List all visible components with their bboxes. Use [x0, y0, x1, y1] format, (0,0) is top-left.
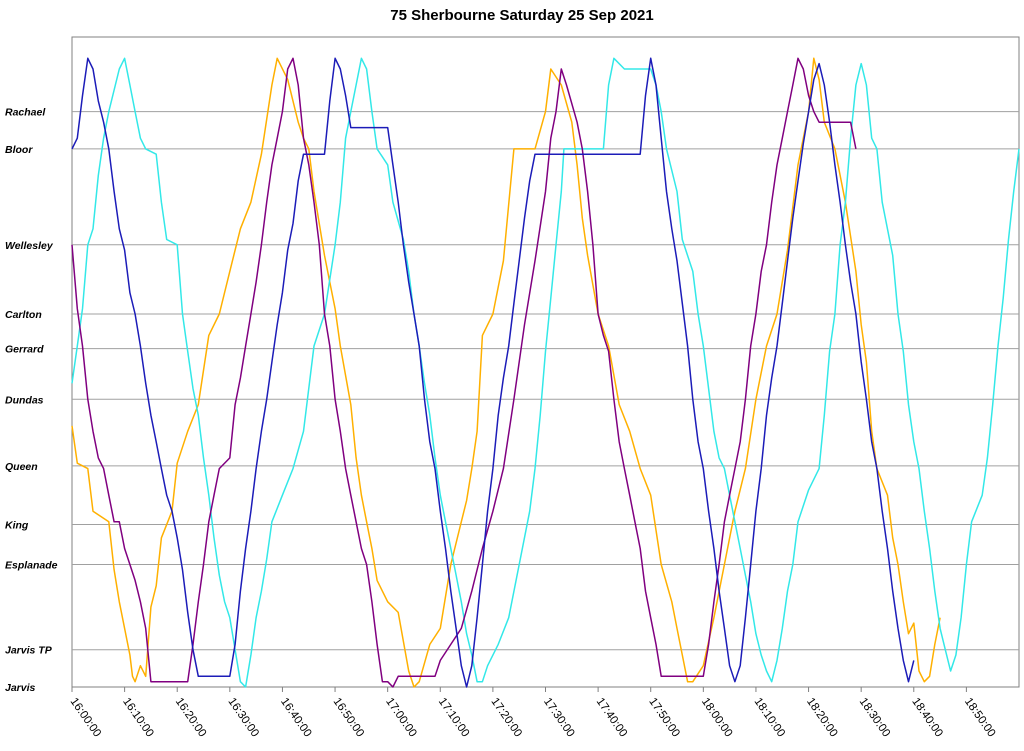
chart-title: 75 Sherbourne Saturday 25 Sep 2021	[390, 7, 653, 24]
stop-label-carlton: Carlton	[5, 309, 42, 321]
series-line-3	[71, 57, 857, 688]
x-tick-label: 16:40:00	[278, 696, 314, 740]
stop-label-king: King	[5, 520, 29, 532]
bus-trip-lines	[71, 57, 1020, 688]
x-tick-label: 17:50:00	[646, 696, 682, 740]
x-tick-label: 16:20:00	[173, 696, 209, 740]
x-tick-label: 17:40:00	[594, 696, 630, 740]
stop-label-dundas: Dundas	[5, 394, 44, 406]
stop-label-wellesley: Wellesley	[5, 240, 54, 252]
x-tick-label: 17:00:00	[383, 696, 419, 740]
stop-label-bloor: Bloor	[5, 144, 33, 156]
series-line-1	[71, 57, 941, 688]
x-tick-label: 17:30:00	[541, 696, 577, 740]
plot-area	[71, 36, 1020, 688]
x-tick-label: 18:40:00	[909, 696, 945, 740]
x-tick-label: 16:10:00	[120, 696, 156, 740]
x-tick-label: 18:10:00	[751, 696, 787, 740]
stop-label-esplanade: Esplanade	[5, 559, 58, 571]
stop-label-gerrard: Gerrard	[5, 344, 44, 356]
x-tick-label: 18:30:00	[857, 696, 893, 740]
x-tick-label: 16:50:00	[331, 696, 367, 740]
x-tick-label: 18:00:00	[699, 696, 735, 740]
x-axis-time-labels: 16:00:00 16:10:00 16:20:00 16:30:00 16:40:00…	[68, 696, 998, 740]
y-axis-stop-labels: Rachael Bloor Wellesley Carlton Gerrard Dunda…	[5, 107, 58, 694]
x-tick-label: 17:20:00	[488, 696, 524, 740]
series-line-2	[71, 57, 1020, 688]
stop-label-rachael: Rachael	[5, 107, 46, 119]
stop-label-jarvis: Jarvis	[5, 682, 36, 694]
series-line-4	[71, 57, 915, 688]
stop-label-jarvis-tp: Jarvis TP	[5, 645, 53, 657]
x-tick-label: 16:00:00	[68, 696, 104, 740]
x-tick-label: 16:30:00	[225, 696, 261, 740]
x-tick-label: 18:50:00	[962, 696, 998, 740]
stop-label-queen: Queen	[5, 461, 38, 473]
x-tick-label: 17:10:00	[436, 696, 472, 740]
x-tick-label: 18:20:00	[804, 696, 840, 740]
